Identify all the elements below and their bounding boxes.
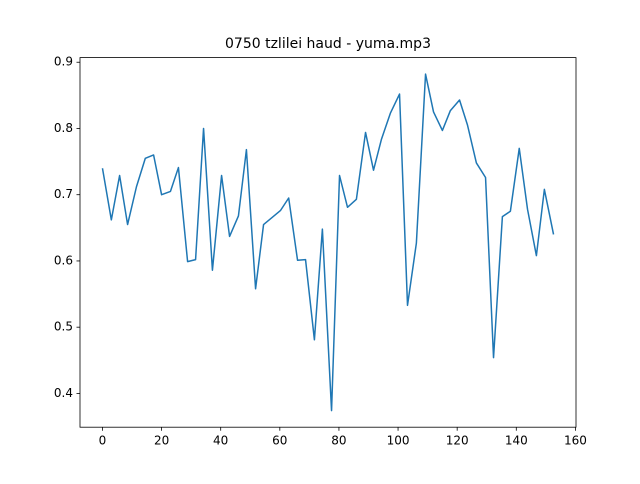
- x-tick-label: 80: [331, 434, 346, 448]
- axes-frame: [79, 57, 577, 428]
- x-tick-label: 100: [387, 434, 410, 448]
- x-tick-label: 40: [213, 434, 228, 448]
- x-tick-label: 120: [446, 434, 469, 448]
- data-line: [101, 73, 555, 412]
- x-tick-label: 60: [272, 434, 287, 448]
- y-tick-label: 0.7: [54, 187, 73, 201]
- x-tick-label: 140: [505, 434, 528, 448]
- y-tick-label: 0.5: [54, 320, 73, 334]
- y-tick-label: 0.6: [54, 253, 73, 267]
- y-tick-label: 0.9: [54, 55, 73, 69]
- x-tick-label: 0: [99, 434, 107, 448]
- chart-title: 0750 tzlilei haud - yuma.mp3: [225, 36, 431, 52]
- x-tick-label: 20: [154, 434, 169, 448]
- x-tick-label: 160: [564, 434, 587, 448]
- y-tick-label: 0.4: [54, 386, 73, 400]
- y-tick-label: 0.8: [54, 121, 73, 135]
